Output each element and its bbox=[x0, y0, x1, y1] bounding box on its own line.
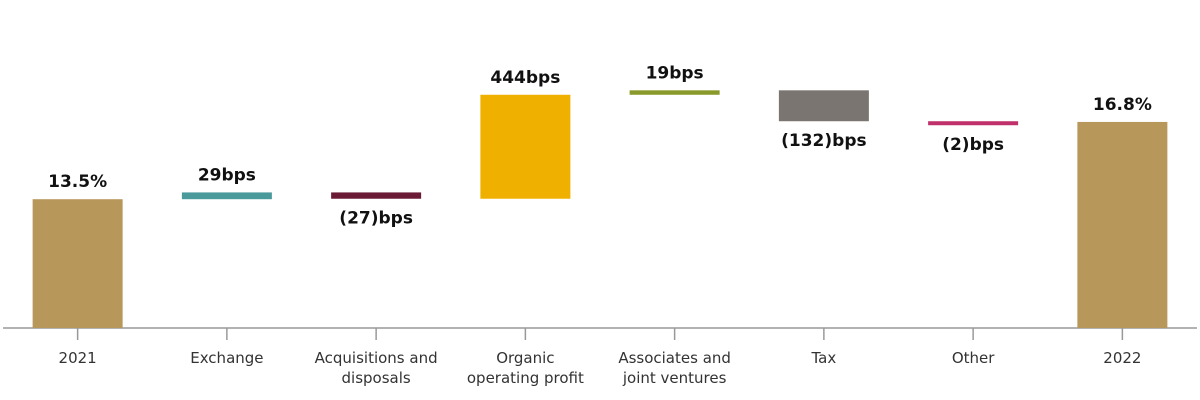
value-label: 444bps bbox=[490, 68, 560, 88]
x-tick-label: 2022 bbox=[1103, 349, 1142, 367]
x-tick-label: Tax bbox=[811, 349, 837, 367]
value-label: (2)bps bbox=[942, 135, 1004, 155]
bar bbox=[778, 90, 869, 122]
x-tick-label: 2021 bbox=[58, 349, 97, 367]
value-label: 29bps bbox=[198, 165, 256, 185]
value-label: (27)bps bbox=[339, 209, 413, 229]
x-tick-label: Exchange bbox=[190, 349, 264, 367]
value-label: (132)bps bbox=[781, 131, 866, 151]
bar bbox=[480, 94, 571, 199]
bar bbox=[629, 90, 720, 95]
value-label: 13.5% bbox=[48, 172, 107, 192]
x-tick-label: Organic operating profit bbox=[466, 349, 584, 387]
bar bbox=[928, 121, 1019, 126]
bar bbox=[1077, 121, 1168, 328]
value-label: 19bps bbox=[646, 63, 704, 83]
x-tick-label: Associates and joint ventures bbox=[618, 349, 731, 387]
value-label: 16.8% bbox=[1093, 95, 1152, 115]
x-tick-label: Acquisitions and disposals bbox=[314, 349, 438, 387]
x-tick-label: Other bbox=[951, 349, 995, 367]
bar bbox=[331, 192, 422, 199]
bar bbox=[181, 192, 272, 200]
bar bbox=[32, 199, 123, 328]
